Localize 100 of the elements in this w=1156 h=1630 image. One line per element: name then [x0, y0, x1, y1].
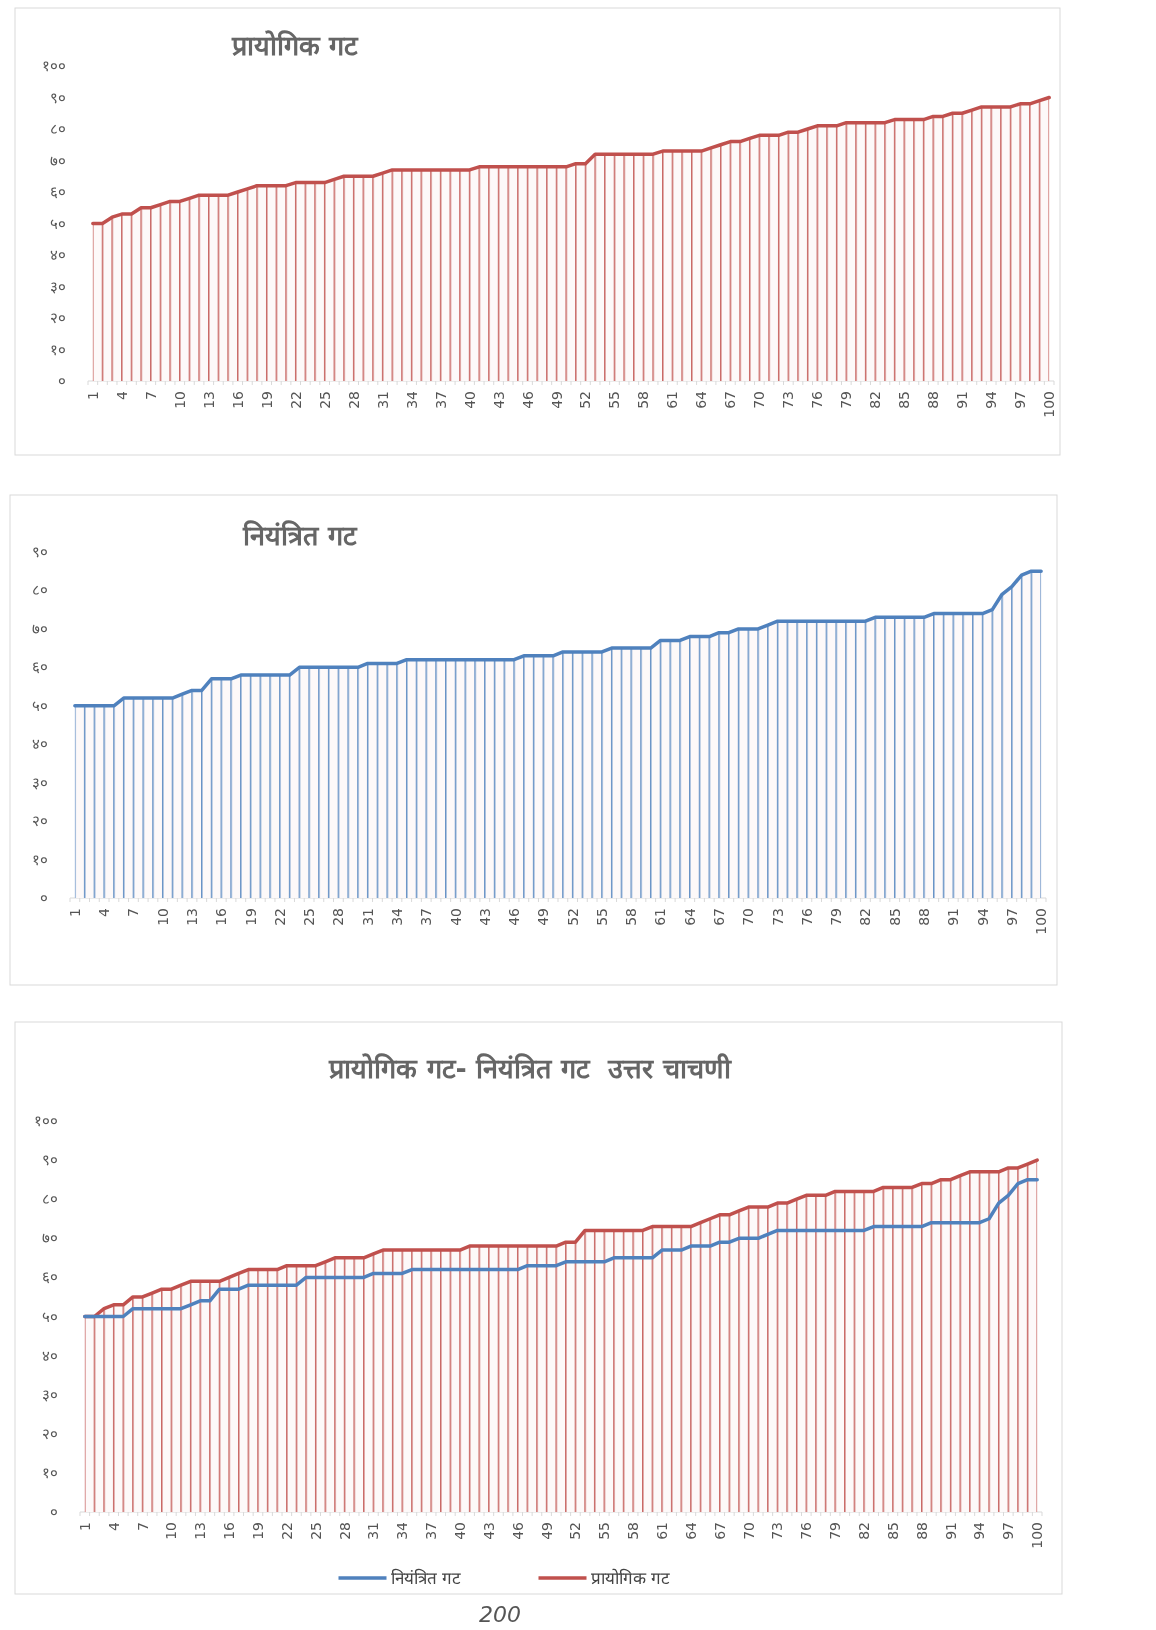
x-tick-label: 46 — [519, 390, 536, 409]
x-tick-label: 79 — [838, 391, 855, 409]
x-tick-label: 55 — [606, 391, 623, 409]
x-tick-label: 31 — [374, 391, 391, 409]
x-tick-label: 91 — [954, 391, 971, 409]
x-tick-label: 97 — [1000, 1522, 1017, 1540]
x-tick-label: 67 — [711, 1522, 728, 1540]
y-tick-label: ५० — [42, 1307, 58, 1326]
x-tick-label: 55 — [596, 1522, 613, 1540]
x-tick-label: 13 — [184, 908, 200, 926]
x-tick-label: 73 — [769, 1522, 786, 1540]
x-tick-label: 100 — [1029, 1522, 1046, 1549]
x-tick-label: 79 — [828, 908, 845, 926]
x-tick-label: 4 — [96, 907, 113, 917]
x-tick-label: 58 — [635, 391, 652, 409]
x-tick-label: 94 — [983, 390, 1000, 409]
x-tick-label: 1 — [66, 908, 83, 917]
x-tick-label: 82 — [856, 1522, 873, 1540]
x-tick-label: 7 — [125, 908, 142, 917]
x-tick-label: 73 — [769, 908, 786, 926]
y-tick-label: ० — [40, 889, 48, 907]
x-tick-label: 97 — [1012, 391, 1029, 409]
y-tick-label: ३० — [42, 1385, 58, 1404]
x-tick-label: 25 — [307, 1522, 324, 1540]
line-series — [83, 1177, 1039, 1319]
x-tick-label: 58 — [625, 1522, 642, 1540]
y-tick-label: ७० — [50, 151, 66, 170]
chart-title: नियंत्रित गट — [242, 520, 358, 551]
x-tick-label: 16 — [221, 1521, 238, 1540]
y-tick-label: २० — [32, 812, 48, 831]
y-tick-label: ७० — [32, 619, 48, 638]
x-tick-label: 25 — [301, 908, 318, 926]
x-tick-label: 100 — [1041, 391, 1058, 418]
x-tick-label: 25 — [316, 391, 333, 409]
x-tick-label: 19 — [258, 391, 275, 409]
x-tick-label: 73 — [780, 391, 797, 409]
x-tick-label: 64 — [693, 390, 710, 409]
y-tick-label: ३० — [32, 773, 48, 792]
x-tick-label: 82 — [867, 391, 884, 409]
x-tick-label: 19 — [249, 1522, 266, 1540]
y-tick-label: ६० — [32, 658, 48, 677]
x-tick-label: 34 — [394, 1521, 411, 1540]
chart-title: प्रायोगिक गट — [230, 30, 360, 61]
x-tick-label: 49 — [535, 908, 552, 926]
legend-label: नियंत्रित गट — [390, 1568, 461, 1588]
x-tick-label: 52 — [577, 391, 594, 409]
x-tick-label: 37 — [418, 908, 435, 926]
x-tick-label: 28 — [330, 908, 347, 926]
y-tick-label: ० — [50, 1503, 58, 1521]
x-tick-label: 16 — [213, 907, 230, 926]
x-tick-label: 31 — [359, 908, 376, 926]
y-tick-label: १० — [32, 850, 48, 869]
y-tick-label: ४० — [42, 1346, 58, 1365]
y-tick-label: ४० — [32, 735, 48, 754]
x-tick-label: 49 — [548, 391, 565, 409]
x-tick-label: 28 — [345, 391, 362, 409]
x-tick-label: 7 — [134, 1522, 151, 1531]
x-tick-label: 10 — [171, 391, 188, 409]
x-tick-label: 43 — [476, 908, 493, 926]
x-tick-label: 94 — [974, 907, 991, 926]
y-tick-label: १०० — [34, 1112, 58, 1130]
x-tick-label: 7 — [142, 391, 159, 400]
x-tick-label: 55 — [593, 908, 610, 926]
x-tick-label: 10 — [154, 908, 171, 926]
x-tick-label: 64 — [681, 907, 698, 926]
x-tick-label: 67 — [711, 908, 728, 926]
x-tick-label: 91 — [945, 908, 962, 926]
x-tick-label: 85 — [884, 1522, 901, 1540]
legend-label: प्रायोगिक गट — [590, 1568, 670, 1588]
x-tick-label: 91 — [942, 1522, 959, 1540]
y-tick-label: ६० — [42, 1268, 58, 1287]
y-tick-label: १० — [50, 340, 66, 359]
x-tick-label: 19 — [242, 908, 259, 926]
x-tick-label: 34 — [388, 907, 405, 926]
x-tick-label: 64 — [682, 1521, 699, 1540]
x-tick-label: 22 — [278, 1522, 295, 1540]
x-tick-label: 49 — [538, 1522, 555, 1540]
x-tick-label: 85 — [896, 391, 913, 409]
x-tick-label: 52 — [567, 1522, 584, 1540]
x-tick-label: 52 — [564, 908, 581, 926]
y-tick-label: २० — [50, 309, 66, 327]
y-tick-label: २० — [42, 1424, 58, 1443]
y-tick-label: ३० — [50, 277, 66, 296]
x-tick-label: 4 — [105, 1521, 122, 1531]
x-tick-label: 46 — [509, 1521, 526, 1540]
y-tick-label: ९० — [50, 88, 66, 107]
x-tick-label: 97 — [1003, 908, 1020, 926]
y-tick-label: ९० — [32, 543, 48, 561]
x-tick-label: 85 — [886, 908, 903, 926]
x-tick-label: 88 — [913, 1522, 930, 1540]
x-tick-label: 31 — [365, 1522, 382, 1540]
x-tick-label: 88 — [925, 391, 942, 409]
x-tick-label: 46 — [506, 907, 523, 926]
y-tick-label: १०० — [42, 57, 66, 75]
x-tick-label: 40 — [461, 391, 478, 409]
x-tick-label: 76 — [809, 390, 826, 409]
x-tick-label: 10 — [163, 1522, 180, 1540]
x-tick-label: 40 — [447, 908, 464, 926]
y-tick-label: ८० — [42, 1190, 58, 1209]
x-tick-label: 67 — [722, 391, 739, 409]
